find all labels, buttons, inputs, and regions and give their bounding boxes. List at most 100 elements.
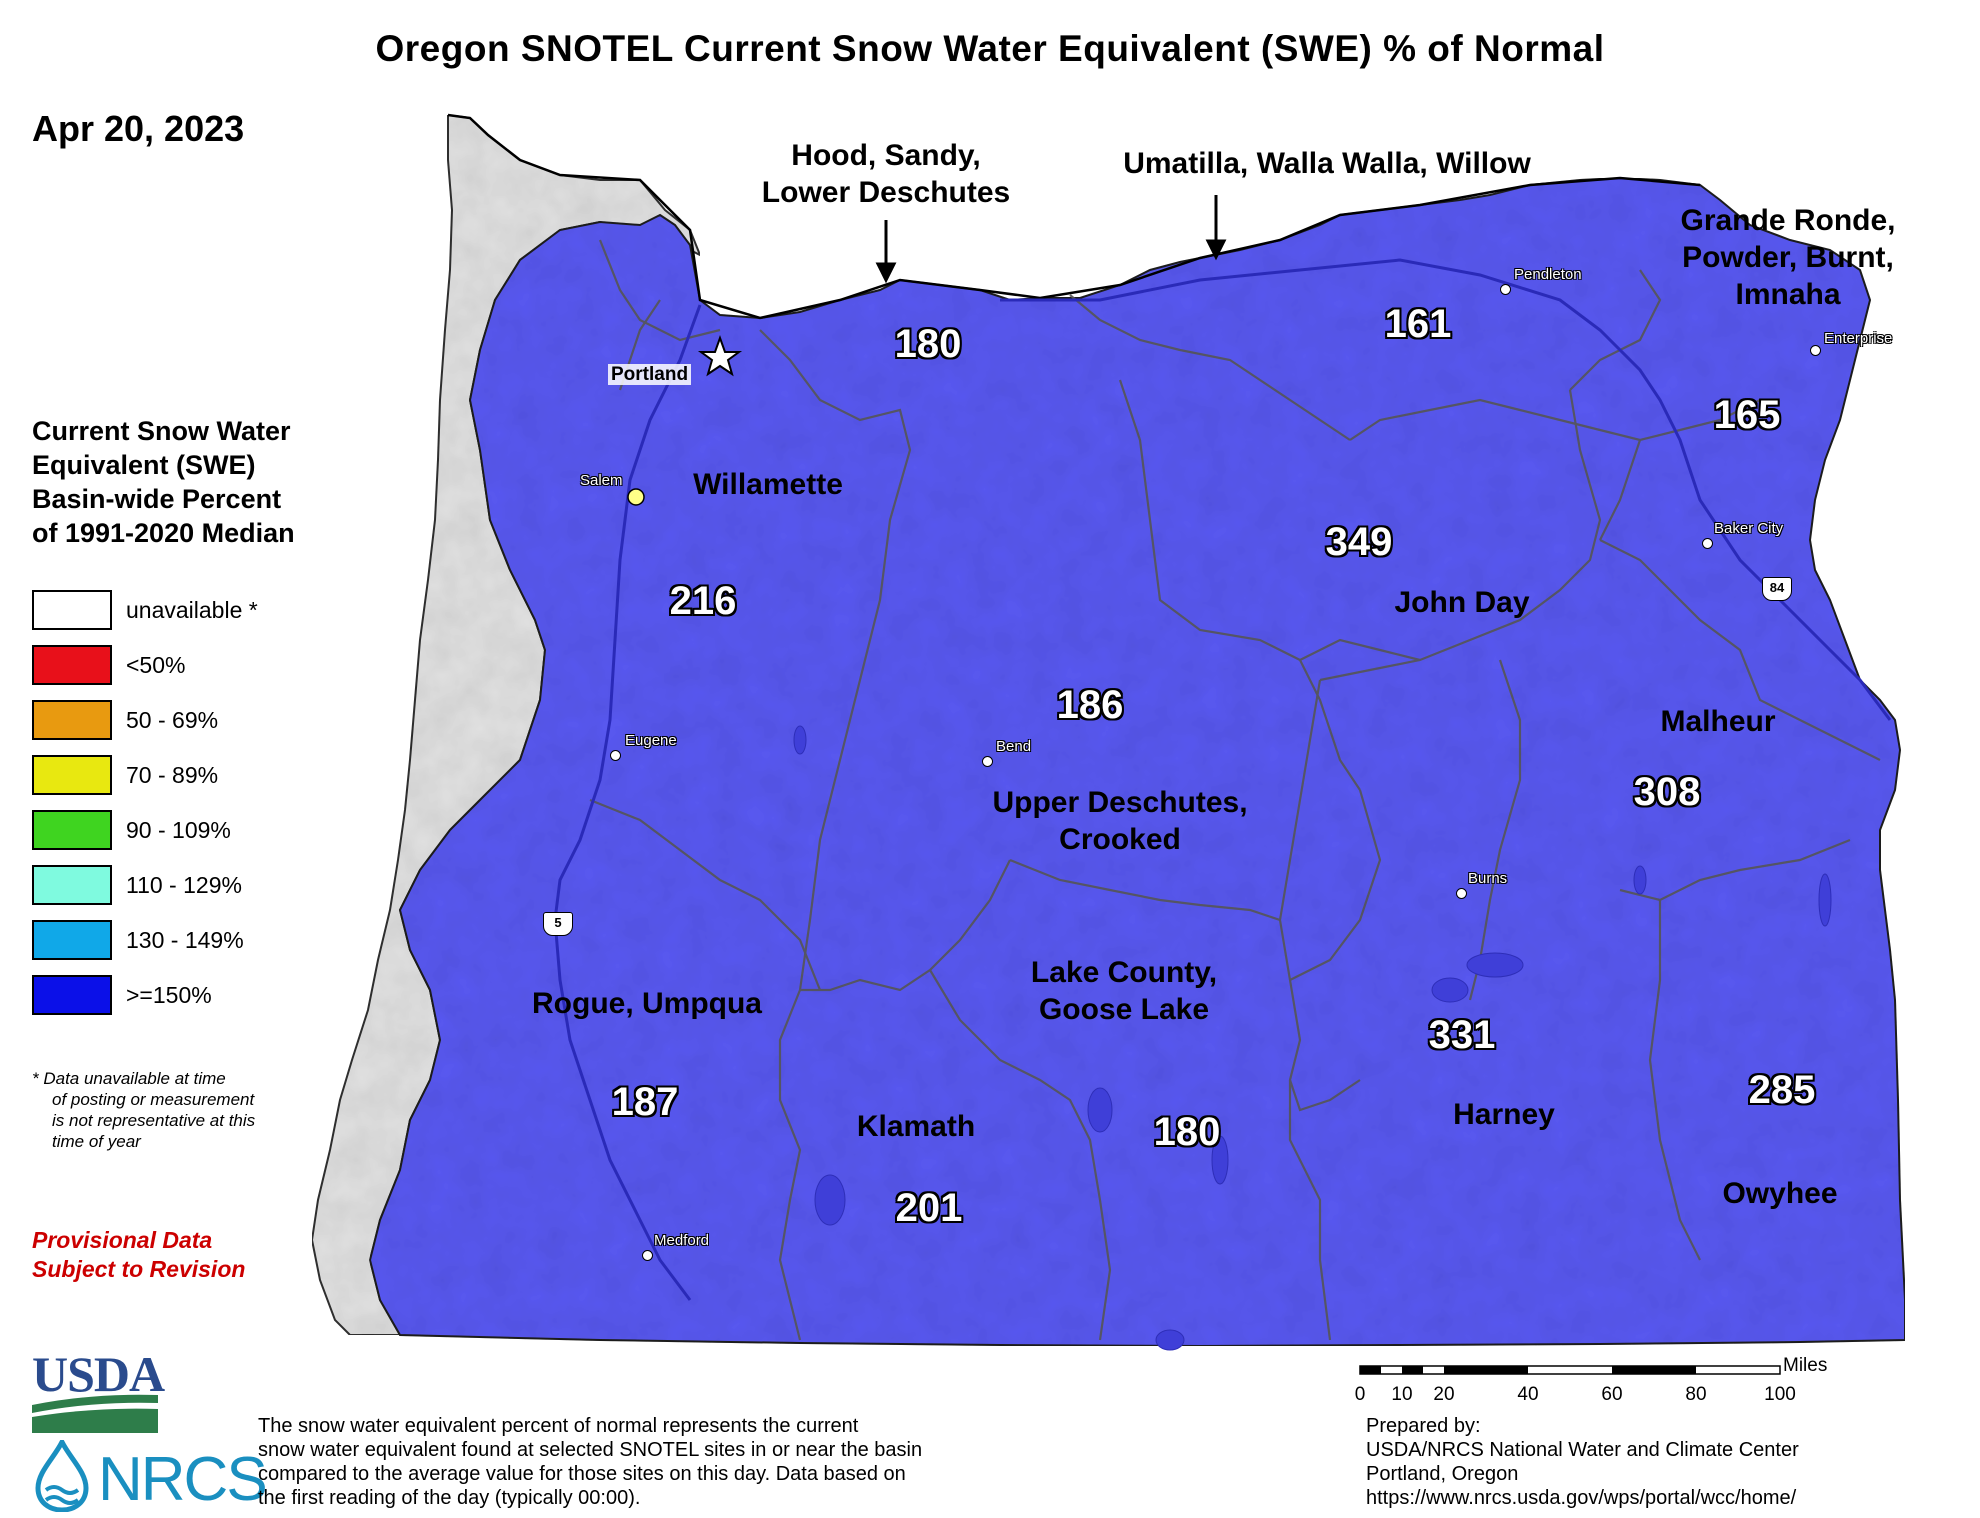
pointer-arrows	[875, 195, 1227, 284]
hood-sandy-label: Hood, Sandy, Lower Deschutes	[762, 137, 1010, 211]
legend-label: 130 - 149%	[126, 926, 244, 953]
footnote-line: is not representative at this	[52, 1111, 256, 1130]
legend-label: 50 - 69%	[126, 706, 219, 733]
footnote-line: time of year	[52, 1132, 141, 1151]
basin-name-harney: Harney	[1453, 1096, 1555, 1133]
map-date: Apr 20, 2023	[32, 108, 245, 149]
legend-label: 110 - 129%	[126, 871, 242, 898]
scale-unit: Miles	[1783, 1355, 1828, 1376]
hood-sandy-label-line: Lower Deschutes	[761, 176, 1011, 209]
city-label-enterprise: Enterprise	[1824, 330, 1893, 347]
enterprise-dot	[1810, 345, 1821, 356]
basin-name-upper-deschutes: Upper Deschutes, Crooked	[992, 784, 1247, 858]
basin-name-line: Goose Lake	[1038, 993, 1210, 1026]
eugene-dot	[610, 750, 621, 761]
nrcs-logo-text: NRCS	[98, 1445, 268, 1514]
hood-sandy-label-line: Hood, Sandy,	[791, 139, 981, 172]
footnote-line: * Data unavailable at time	[32, 1069, 226, 1088]
description-line: snow water equivalent found at selected …	[258, 1439, 923, 1461]
prepared-line: Portland, Oregon	[1366, 1463, 1519, 1485]
basin-value-rogue-umpqua: 187	[611, 1079, 680, 1125]
basin-value-harney: 331	[1428, 1012, 1497, 1058]
legend-item-110-129: 110 - 129%	[32, 865, 242, 905]
basin-name-owyhee: Owyhee	[1722, 1175, 1837, 1212]
footnote-line: of posting or measurement	[52, 1090, 255, 1109]
provisional-line: Provisional Data	[32, 1227, 213, 1253]
umatilla-label-line: Umatilla, Walla Walla, Willow	[1123, 147, 1531, 180]
lakes	[793, 725, 1832, 1351]
legend-label: <50%	[126, 651, 186, 678]
portland-label: Portland	[608, 364, 692, 385]
city-label-baker-city: Baker City	[1714, 520, 1784, 537]
provisional-notice: Provisional Data Subject to Revision	[32, 1226, 245, 1284]
scale-bar: 0 10 20 40 60 80 100	[1350, 1360, 1796, 1410]
scale-tick-80: 80	[1685, 1384, 1707, 1405]
legend-item-50-69: 50 - 69%	[32, 700, 218, 740]
medford-dot	[642, 1250, 653, 1261]
basin-value-umatilla: 161	[1384, 301, 1453, 347]
basin-name-line: Harney	[1453, 1098, 1555, 1131]
basin-name-line: Owyhee	[1722, 1177, 1838, 1210]
legend-swatch	[32, 700, 112, 740]
prepared-line: USDA/NRCS National Water and Climate Cen…	[1366, 1439, 1799, 1461]
city-label-pendleton: Pendleton	[1514, 266, 1582, 283]
basin-name-malheur: Malheur	[1660, 703, 1775, 740]
legend-item-unavailable: unavailable *	[32, 590, 258, 630]
basin-name-line: Rogue, Umpqua	[532, 987, 762, 1020]
footnote: * Data unavailable at time of posting or…	[32, 1068, 292, 1152]
salem-capital-icon	[627, 488, 645, 506]
water-drop-icon	[35, 1440, 89, 1512]
legend-swatch	[32, 865, 112, 905]
description-line: compared to the average value for those …	[258, 1463, 906, 1485]
portland-star-icon	[697, 335, 743, 377]
bend-dot	[982, 756, 993, 767]
legend-swatch	[32, 810, 112, 850]
legend-item-70-89: 70 - 89%	[32, 755, 218, 795]
legend-title: Current Snow Water Equivalent (SWE) Basi…	[32, 414, 295, 550]
basin-value-willamette: 216	[669, 578, 738, 624]
scale-bar-graphic	[1359, 1365, 1781, 1375]
basin-value-malheur: 308	[1633, 769, 1702, 815]
scale-tick-60: 60	[1601, 1384, 1623, 1405]
provisional-line: Subject to Revision	[32, 1256, 246, 1282]
usda-logo-icon	[32, 1394, 158, 1433]
legend-item-90-109: 90 - 109%	[32, 810, 231, 850]
map-title: Oregon SNOTEL Current Snow Water Equival…	[375, 28, 1605, 69]
basin-name-lake-county: Lake County, Goose Lake	[1031, 954, 1217, 1028]
basin-name-willamette: Willamette	[693, 466, 843, 503]
legend-label: 70 - 89%	[126, 761, 219, 788]
basin-name-line: Powder, Burnt,	[1682, 241, 1894, 274]
basin-name-line: Grande Ronde,	[1680, 204, 1896, 237]
basin-value-grande-ronde: 165	[1713, 392, 1782, 438]
city-label-medford: Medford	[654, 1232, 710, 1249]
legend-swatch	[32, 920, 112, 960]
burns-dot	[1456, 888, 1467, 899]
map-description: The snow water equivalent percent of nor…	[258, 1414, 1018, 1510]
scale-tick-10: 10	[1391, 1384, 1413, 1405]
columbia-river	[447, 113, 1701, 320]
legend-title-line: Equivalent (SWE)	[32, 450, 256, 480]
prepared-by: Prepared by: USDA/NRCS National Water an…	[1366, 1414, 1799, 1510]
state-basins-fill	[368, 176, 1906, 1348]
legend-label: >=150%	[126, 981, 212, 1008]
basin-name-line: John Day	[1394, 586, 1530, 619]
legend-item-130-149: 130 - 149%	[32, 920, 244, 960]
pendleton-dot	[1500, 284, 1511, 295]
prepared-link[interactable]: https://www.nrcs.usda.gov/wps/portal/wcc…	[1366, 1487, 1797, 1509]
i5-shield-icon: 5	[543, 912, 573, 936]
basin-name-klamath: Klamath	[857, 1108, 975, 1145]
basin-name-line: Lake County,	[1030, 956, 1218, 989]
legend-item-lt50: <50%	[32, 645, 185, 685]
description-line: The snow water equivalent percent of nor…	[258, 1415, 859, 1437]
basin-name-rogue-umpqua: Rogue, Umpqua	[532, 985, 762, 1022]
i84-shield-icon: 84	[1762, 577, 1792, 601]
basin-value-hood-sandy: 180	[894, 321, 963, 367]
city-label-portland: Portland	[608, 364, 692, 386]
description-line: the first reading of the day (typically …	[258, 1487, 641, 1509]
basin-value-klamath: 201	[895, 1185, 964, 1231]
basin-value-john-day: 349	[1325, 519, 1394, 565]
legend-swatch	[32, 590, 112, 630]
city-label-burns: Burns	[1468, 870, 1508, 887]
legend-swatch	[32, 645, 112, 685]
